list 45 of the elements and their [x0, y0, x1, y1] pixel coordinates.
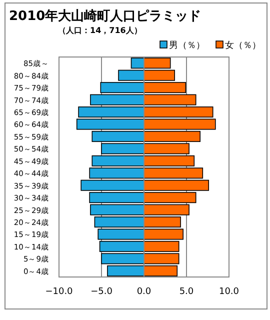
bar — [144, 192, 196, 204]
legend-label: 男（％） — [169, 40, 205, 51]
bar — [80, 180, 144, 191]
bar — [76, 118, 144, 130]
bar — [78, 106, 144, 118]
bar — [90, 94, 144, 106]
legend-label: 女（％） — [225, 40, 261, 51]
bar — [144, 240, 180, 252]
bar — [144, 94, 196, 106]
bar — [100, 82, 144, 94]
x-tick-label: 0.0 — [136, 287, 152, 297]
x-tick-label: −10.0 — [45, 287, 74, 297]
bar — [144, 180, 209, 191]
bar — [130, 58, 144, 69]
bar — [144, 143, 190, 154]
bar — [101, 143, 144, 154]
bar — [99, 240, 144, 252]
x-tick-label: 5.0 — [179, 287, 194, 297]
chart-title: 2010年大山崎町人口ピラミッド — [9, 9, 202, 24]
bar — [144, 82, 186, 94]
bar — [90, 204, 144, 216]
bar — [144, 106, 214, 118]
bar — [144, 155, 195, 166]
bar — [144, 58, 171, 69]
bar — [98, 228, 144, 240]
x-tick-label: 10.0 — [218, 287, 240, 297]
bar — [89, 192, 144, 204]
bar — [144, 118, 216, 130]
bar — [144, 265, 178, 276]
bar — [118, 70, 144, 81]
bar — [144, 253, 180, 264]
bar — [144, 70, 175, 81]
bar — [94, 216, 144, 228]
bar — [144, 216, 181, 228]
bar — [144, 130, 200, 142]
bar — [107, 265, 144, 276]
bar — [101, 253, 144, 264]
bar — [144, 204, 190, 216]
bar — [92, 130, 144, 142]
bar — [92, 155, 144, 166]
bar — [89, 168, 144, 179]
chart-subtitle: （人口：14，716人） — [58, 26, 142, 35]
x-tick-label: −5.0 — [90, 287, 113, 297]
bar — [144, 228, 184, 240]
bar — [144, 168, 204, 179]
